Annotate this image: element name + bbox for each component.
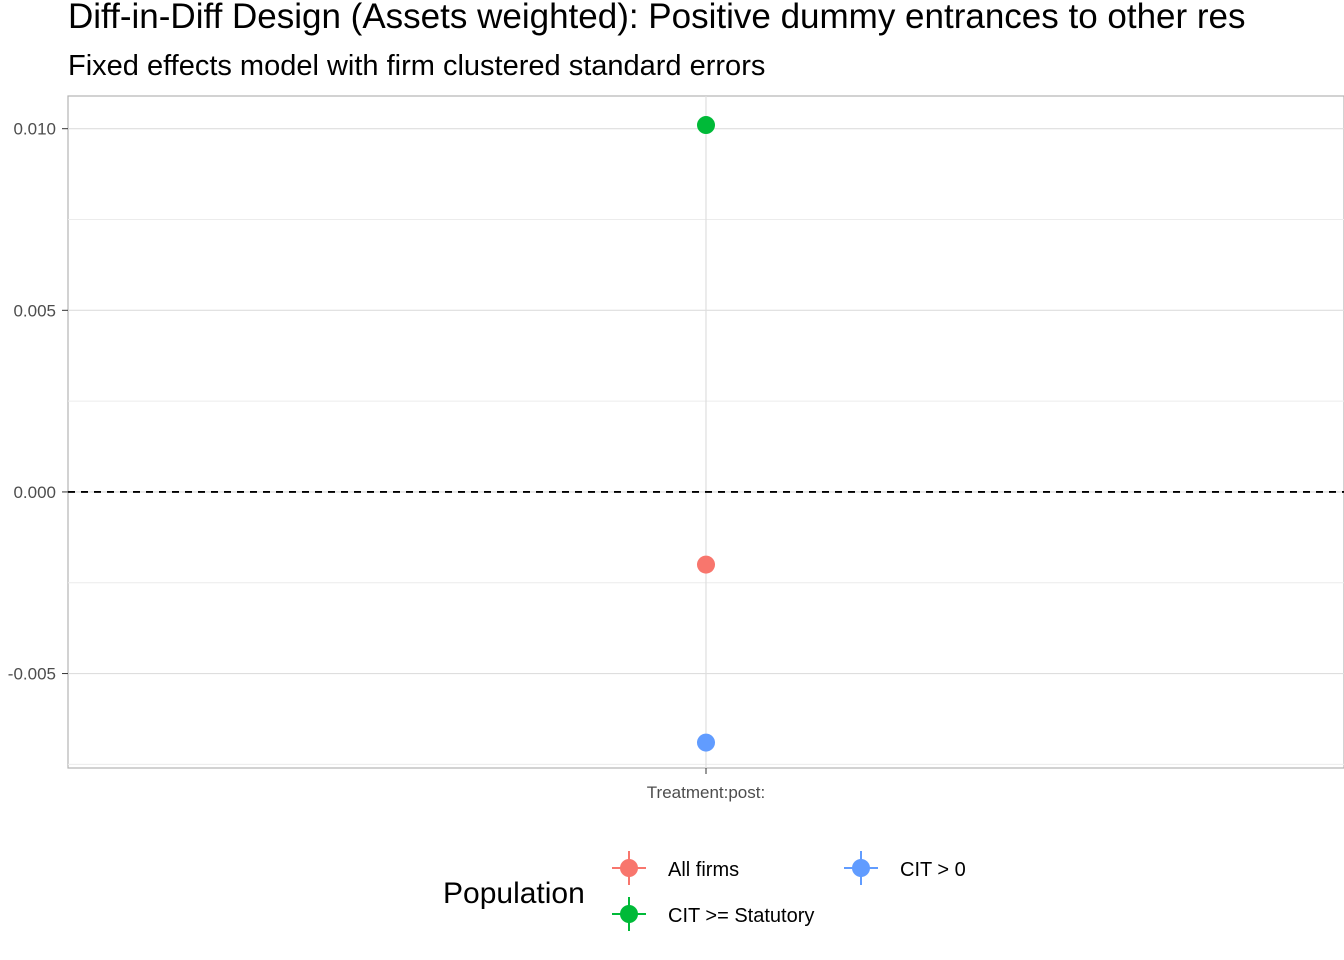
legend: Population All firms CIT >= Statutory CIT >… [443,851,966,931]
legend-label: All firms [668,859,739,881]
legend-key-point [852,859,870,877]
legend-item-cit-statutory: CIT >= Statutory [612,897,814,931]
plot-panel: 0.010 0.005 0.000 -0.005 Treatment:post: [8,95,1344,802]
legend-label: CIT > 0 [900,859,966,881]
chart-title: Diff-in-Diff Design (Assets weighted): P… [68,0,1246,36]
y-tick-label: 0.005 [13,301,56,320]
chart-subtitle: Fixed effects model with firm clustered … [68,50,765,82]
legend-key-point [620,859,638,877]
y-tick-label: 0.000 [13,483,56,502]
legend-item-cit-0: CIT > 0 [844,851,966,885]
y-tick-label: -0.005 [8,665,56,684]
legend-key-point [620,905,638,923]
y-tick-label: 0.010 [13,120,56,139]
legend-item-all-firms: All firms [612,851,739,885]
point-all-firms [697,555,715,574]
legend-title: Population [443,877,585,910]
point-cit-0 [697,733,715,752]
legend-label: CIT >= Statutory [668,905,814,927]
x-tick-label: Treatment:post: [647,783,765,802]
point-cit-statutory [697,116,715,135]
